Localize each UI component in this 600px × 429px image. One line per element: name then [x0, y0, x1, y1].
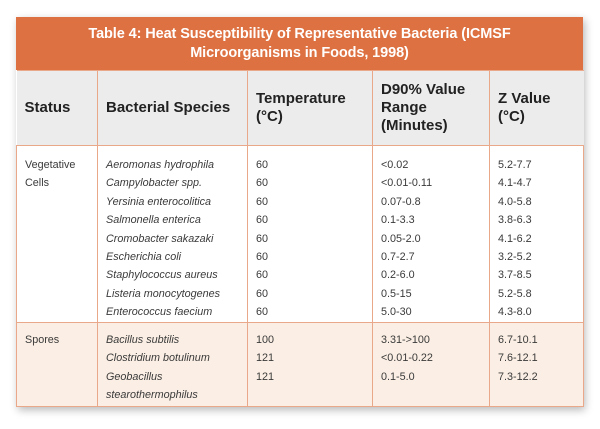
species-name: Aeromonas hydrophila [106, 159, 215, 171]
d90-value: 0.07-0.8 [381, 195, 421, 208]
species-cell: Aeromonas hydrophila Campylobacter spp. … [97, 145, 248, 323]
d90-value: 0.05-2.0 [381, 232, 421, 245]
species-name: Campylobacter spp. [106, 177, 203, 190]
temperature-value: 121 [256, 370, 275, 383]
status-cell: Vegetative Cells [16, 145, 98, 323]
species-name: Listeria monocytogenes [106, 287, 221, 300]
header-d90: D90% Value Range (Minutes) [372, 70, 490, 146]
d90-value: <0.01-0.22 [381, 352, 433, 365]
temperature-value: 60 [256, 251, 269, 264]
species-name: Clostridium botulinum [106, 352, 210, 365]
temperature-value: 60 [256, 159, 269, 171]
d90-cell: <0.02 <0.01-0.11 0.07-0.8 0.1-3.3 0.05-2… [372, 145, 490, 323]
table-title: Table 4: Heat Susceptibility of Represen… [16, 17, 583, 70]
species-name: Cromobacter sakazaki [106, 232, 214, 245]
z-value: 5.2-7.7 [498, 159, 532, 171]
d90-value: 0.2-6.0 [381, 269, 415, 282]
z-value: 5.2-5.8 [498, 287, 532, 300]
heat-susceptibility-table: Status Bacterial Species Temperature (°C… [16, 70, 584, 407]
z-value: 7.3-12.2 [498, 370, 538, 383]
z-value: 3.2-5.2 [498, 251, 532, 264]
header-temperature: Temperature (°C) [247, 70, 373, 146]
temperature-value: 60 [256, 232, 269, 245]
d90-value: <0.02 [381, 159, 409, 171]
d90-value: 0.1-3.3 [381, 214, 415, 227]
status-cell: Spores [16, 322, 98, 407]
table-card: Table 4: Heat Susceptibility of Represen… [16, 17, 584, 407]
header-status: Status [16, 70, 98, 146]
temperature-value: 60 [256, 195, 269, 208]
temperature-value: 60 [256, 269, 269, 282]
table-title-line2: Microorganisms in Foods, 1998) [190, 44, 409, 61]
status-label: Vegetative Cells [25, 159, 76, 190]
z-value: 7.6-12.1 [498, 352, 538, 365]
d90-value: <0.01-0.11 [381, 177, 433, 190]
z-value: 4.3-8.0 [498, 306, 532, 319]
table-title-line1: Table 4: Heat Susceptibility of Represen… [88, 25, 511, 42]
d90-value: 0.5-15 [381, 287, 412, 300]
d90-value: 0.7-2.7 [381, 251, 415, 264]
z-value-cell: 6.7-10.1 7.6-12.1 7.3-12.2 [489, 322, 584, 407]
species-cell: Bacillus subtilis Clostridium botulinum … [97, 322, 248, 407]
z-value: 6.7-10.1 [498, 334, 538, 346]
species-name: Yersinia enterocolitica [106, 195, 212, 208]
z-value: 4.1-6.2 [498, 232, 532, 245]
species-name: Staphylococcus aureus [106, 269, 218, 282]
d90-cell: 3.31->100 <0.01-0.22 0.1-5.0 [372, 322, 490, 407]
species-name: Bacillus subtilis [106, 334, 180, 346]
header-z-value: Z Value (°C) [489, 70, 584, 146]
temperature-value: 121 [256, 352, 275, 365]
temperature-value: 60 [256, 177, 269, 190]
z-value: 4.1-4.7 [498, 177, 532, 190]
status-label: Spores [25, 334, 60, 346]
z-value: 3.7-8.5 [498, 269, 532, 282]
temperature-value: 100 [256, 334, 275, 346]
species-name: Escherichia coli [106, 251, 182, 264]
z-value: 3.8-6.3 [498, 214, 532, 227]
group-row-spores: Spores Bacillus subtilis Clostridium bot… [16, 322, 584, 407]
d90-value: 0.1-5.0 [381, 370, 415, 383]
species-name: Enterococcus faecium [106, 306, 213, 319]
temperature-value: 60 [256, 214, 269, 227]
d90-value: 5.0-30 [381, 306, 412, 319]
z-value-cell: 5.2-7.7 4.1-4.7 4.0-5.8 3.8-6.3 4.1-6.2 … [489, 145, 584, 323]
z-value: 4.0-5.8 [498, 195, 532, 208]
temperature-cell: 60 60 60 60 60 60 60 60 60 [247, 145, 373, 323]
d90-value: 3.31->100 [381, 334, 430, 346]
species-name: Geobacillus stearothermophilus [106, 370, 198, 402]
group-row-vegetative: Vegetative Cells Aeromonas hydrophila Ca… [16, 145, 584, 323]
temperature-value: 60 [256, 287, 269, 300]
header-row: Status Bacterial Species Temperature (°C… [16, 70, 584, 146]
species-name: Salmonella enterica [106, 214, 201, 227]
temperature-value: 60 [256, 306, 269, 319]
header-species: Bacterial Species [97, 70, 248, 146]
temperature-cell: 100 121 121 [247, 322, 373, 407]
